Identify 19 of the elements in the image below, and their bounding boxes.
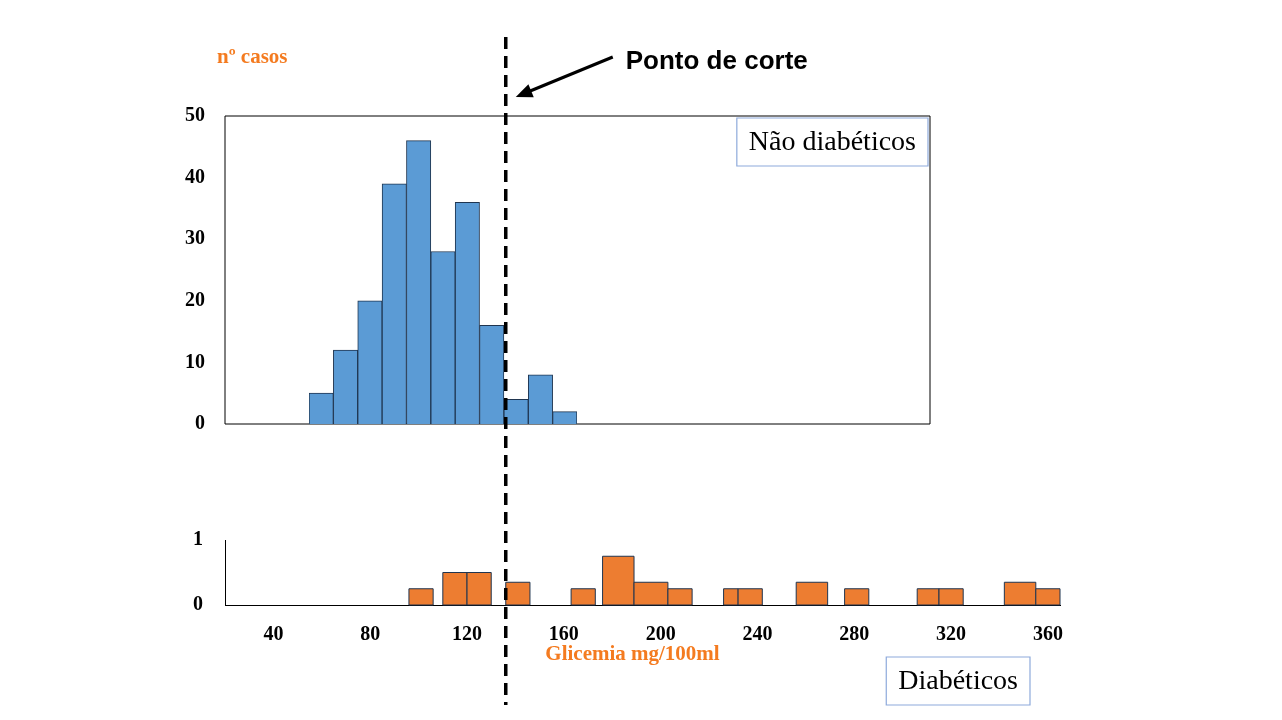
y-tick-label: 30: [185, 226, 205, 249]
x-tick-label: 360: [1032, 622, 1063, 645]
y-tick-label: 10: [185, 349, 205, 372]
x-tick-label: 80: [360, 622, 381, 645]
y-tick-label: 40: [185, 164, 205, 187]
y-tick-label: 50: [185, 103, 205, 126]
y-axis-title: nº casos: [217, 44, 288, 69]
x-tick-label: 40: [263, 622, 284, 645]
y-tick-label: 20: [185, 287, 205, 310]
y-tick-label: 1: [193, 527, 203, 550]
text: Diabéticos: [898, 664, 1019, 696]
x-tick-label: 120: [452, 622, 483, 645]
text: Não diabéticos: [748, 125, 917, 157]
y-tick-label: 0: [193, 592, 203, 615]
x-tick-label: 240: [742, 622, 773, 645]
x-tick-label: 320: [936, 622, 967, 645]
x-tick-label: 280: [839, 622, 870, 645]
y-tick-label: 0: [195, 411, 205, 434]
ref-line-label: Ponto de corte: [625, 45, 808, 76]
